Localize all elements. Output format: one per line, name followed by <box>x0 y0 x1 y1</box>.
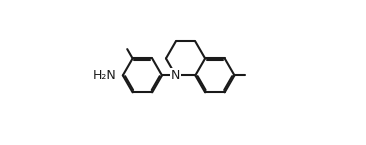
Text: N: N <box>171 69 180 82</box>
Text: H₂N: H₂N <box>93 69 117 82</box>
